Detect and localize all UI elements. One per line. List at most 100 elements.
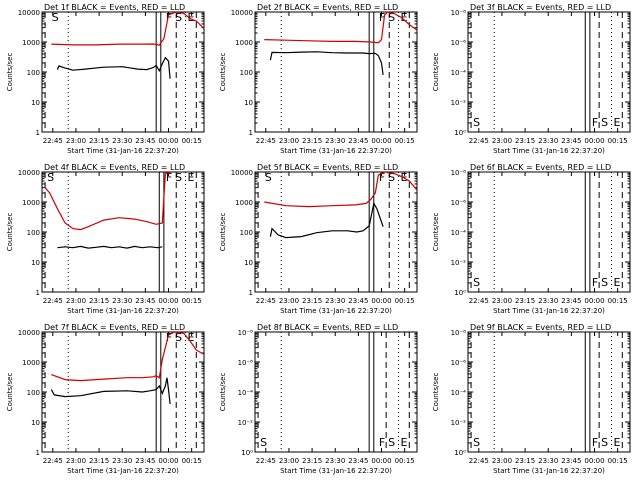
x-tick-label: 23:15	[302, 297, 322, 305]
y-tick-label: 10⁻⁴	[451, 69, 467, 77]
event-marker: E	[187, 331, 194, 344]
plot-frame	[254, 11, 418, 133]
event-marker: E	[400, 436, 407, 449]
y-tick-label: 1	[36, 129, 40, 137]
x-tick-label: 23:45	[348, 297, 368, 305]
y-axis-label: Counts/sec	[6, 53, 14, 92]
x-tick-label: 23:00	[66, 297, 86, 305]
y-tick-label: 10	[31, 99, 40, 107]
series-line	[264, 172, 417, 208]
y-tick-label: 10⁻⁶	[451, 359, 467, 367]
x-tick-label: 23:45	[561, 297, 581, 305]
y-axis-label: Counts/sec	[6, 213, 14, 252]
y-axis-label: Counts/sec	[219, 373, 227, 412]
event-marker: S	[473, 116, 480, 129]
plot-panel-3: Det 3f BLACK = Events, RED = LLD 10⁰ 10⁻² 1…	[432, 3, 631, 155]
y-tick-label: 10⁻⁶	[451, 39, 467, 47]
x-tick-label: 00:00	[584, 457, 604, 465]
plot-panel-9: Det 9f BLACK = Events, RED = LLD 10⁰ 10⁻² 1…	[432, 323, 631, 475]
x-axis-label: Start Time (31-Jan-16 22:37:20)	[67, 147, 179, 155]
plot-panel-2: Det 2f BLACK = Events, RED = LLD 1 10 100 10…	[219, 3, 418, 155]
x-tick-label: 22:45	[469, 137, 489, 145]
x-tick-label: 23:00	[492, 457, 512, 465]
y-axis-label: Counts/sec	[6, 373, 14, 412]
event-marker: S	[265, 171, 272, 184]
plot-title: Det 4f BLACK = Events, RED = LLD	[44, 163, 185, 172]
event-marker: F	[379, 11, 385, 24]
y-tick-label: 10⁰	[454, 129, 466, 137]
x-tick-label: 23:30	[112, 457, 132, 465]
y-tick-label: 10⁻⁶	[238, 359, 254, 367]
x-tick-label: 23:00	[279, 457, 299, 465]
x-axis-label: Start Time (31-Jan-16 22:37:20)	[493, 147, 605, 155]
y-tick-label: 1	[249, 289, 253, 297]
y-tick-label: 10⁻⁸	[238, 329, 254, 337]
x-tick-label: 23:15	[515, 297, 535, 305]
x-tick-label: 00:15	[608, 457, 628, 465]
y-tick-label: 10⁻⁸	[451, 9, 467, 17]
x-tick-label: 23:30	[538, 457, 558, 465]
x-tick-label: 23:00	[279, 137, 299, 145]
y-tick-label: 100	[240, 229, 253, 237]
y-tick-label: 1000	[22, 39, 40, 47]
event-marker: S	[388, 171, 395, 184]
x-tick-label: 23:15	[515, 137, 535, 145]
x-tick-label: 22:45	[43, 137, 63, 145]
x-tick-label: 23:15	[302, 137, 322, 145]
series-line	[50, 377, 171, 404]
event-marker: E	[613, 436, 620, 449]
x-tick-label: 00:00	[371, 457, 391, 465]
plot-title: Det 9f BLACK = Events, RED = LLD	[470, 323, 611, 332]
event-marker: S	[52, 11, 59, 24]
plot-panel-1: Det 1f BLACK = Events, RED = LLD 1 10 100 10…	[6, 3, 205, 155]
event-marker: S	[473, 276, 480, 289]
event-marker: S	[601, 436, 608, 449]
plot-frame	[467, 331, 631, 453]
x-tick-label: 23:45	[348, 137, 368, 145]
event-marker: E	[613, 116, 620, 129]
plot-title: Det 6f BLACK = Events, RED = LLD	[470, 163, 611, 172]
x-tick-label: 23:00	[492, 137, 512, 145]
x-tick-label: 00:15	[395, 137, 415, 145]
y-tick-label: 10⁻²	[451, 259, 467, 267]
plot-frame	[41, 331, 205, 453]
event-marker: F	[379, 171, 385, 184]
event-marker: E	[613, 276, 620, 289]
x-tick-label: 23:45	[348, 457, 368, 465]
series-line	[269, 51, 384, 75]
plot-title: Det 8f BLACK = Events, RED = LLD	[257, 323, 398, 332]
event-marker: S	[388, 11, 395, 24]
event-marker: S	[388, 436, 395, 449]
event-marker: F	[166, 171, 172, 184]
y-tick-label: 1	[36, 289, 40, 297]
series-line	[57, 245, 163, 249]
y-axis-label: Counts/sec	[432, 373, 440, 412]
y-tick-label: 1000	[22, 359, 40, 367]
x-tick-label: 00:00	[371, 137, 391, 145]
x-tick-label: 00:15	[608, 137, 628, 145]
event-marker: S	[175, 11, 182, 24]
plot-panel-4: Det 4f BLACK = Events, RED = LLD 1 10 100 10…	[6, 163, 205, 315]
y-tick-label: 10000	[231, 169, 253, 177]
x-tick-label: 22:45	[43, 297, 63, 305]
y-tick-label: 10000	[231, 9, 253, 17]
plot-title: Det 2f BLACK = Events, RED = LLD	[257, 3, 398, 12]
event-marker: E	[400, 11, 407, 24]
y-axis-label: Counts/sec	[432, 213, 440, 252]
x-tick-label: 22:45	[469, 457, 489, 465]
x-tick-label: 23:00	[66, 457, 86, 465]
event-marker: S	[47, 171, 54, 184]
y-tick-label: 10⁰	[454, 449, 466, 457]
y-tick-label: 10⁻⁸	[451, 329, 467, 337]
x-tick-label: 23:30	[538, 297, 558, 305]
y-tick-label: 100	[27, 69, 40, 77]
x-tick-label: 23:45	[561, 457, 581, 465]
y-tick-label: 100	[240, 69, 253, 77]
x-tick-label: 23:45	[135, 137, 155, 145]
y-tick-label: 10	[244, 99, 253, 107]
x-tick-label: 23:30	[325, 457, 345, 465]
event-marker: F	[166, 11, 172, 24]
x-tick-label: 23:00	[66, 137, 86, 145]
y-axis-label: Counts/sec	[219, 213, 227, 252]
series-line	[269, 201, 384, 239]
